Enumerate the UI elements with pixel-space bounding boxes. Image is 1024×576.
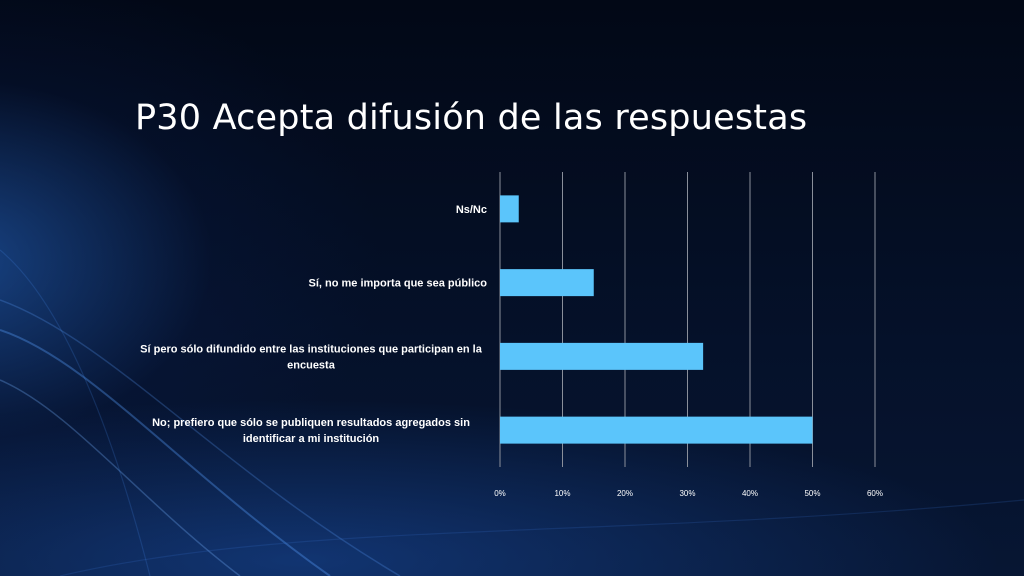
category-label: Sí, no me importa que sea público [309,278,488,290]
slide-title: P30 Acepta difusión de las respuestas [135,98,808,138]
x-tick-label: 30% [679,489,695,498]
bar [500,416,813,444]
category-label: identificar a mi institución [243,433,380,445]
category-label: Ns/Nc [456,204,487,216]
bar [500,195,519,223]
x-tick-label: 40% [742,489,758,498]
x-tick-label: 60% [867,489,883,498]
x-tick-label: 20% [617,489,633,498]
bar [500,342,704,370]
bar [500,269,594,297]
x-tick-label: 10% [554,489,570,498]
x-tick-label: 0% [494,489,506,498]
category-label: encuesta [287,359,336,371]
x-tick-label: 50% [804,489,820,498]
category-label: No; prefiero que sólo se publiquen resul… [152,417,470,429]
category-label: Sí pero sólo difundido entre las institu… [140,343,483,355]
